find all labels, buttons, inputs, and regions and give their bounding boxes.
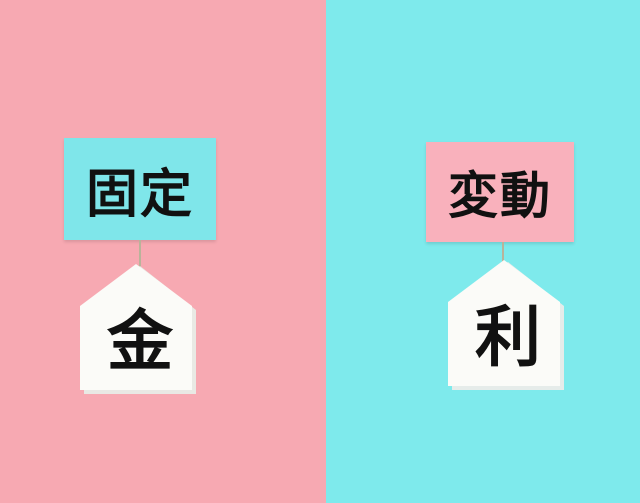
card-stand-wire-right [502,242,504,266]
card-stand-wire-left [139,240,141,270]
fixed-label-card: 固定 [64,138,216,240]
pink-background [0,0,326,503]
house-block-right: 利 [446,258,570,398]
cyan-background [326,0,640,503]
house-block-left: 金 [78,262,202,402]
variable-label-card: 変動 [426,142,574,242]
kanji-ri: 利 [475,299,541,376]
house-block-shape-left [80,264,196,394]
house-block-shape-right [448,260,564,390]
kanji-kin: 金 [107,303,173,380]
